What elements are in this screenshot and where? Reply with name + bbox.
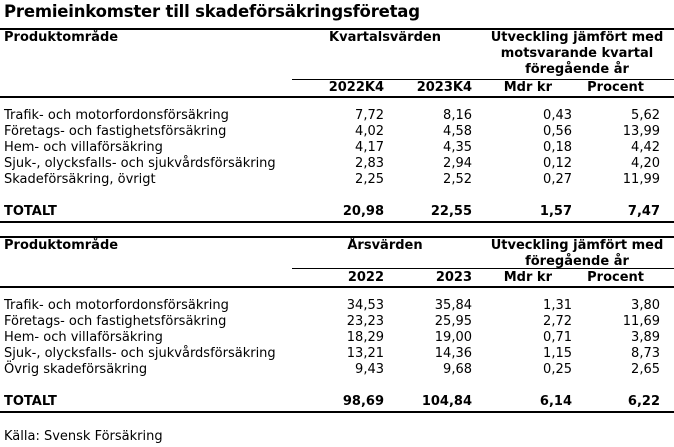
row-label: Skadeförsäkring, övrigt — [4, 172, 156, 187]
row-percent: 3,89 — [631, 330, 660, 345]
total-value-1: 20,98 — [342, 204, 384, 219]
subheader-year-1: 2022K4 — [328, 80, 384, 95]
subheader-rule — [292, 268, 674, 269]
row-value-2: 4,35 — [443, 140, 472, 155]
page-title: Premieinkomster till skadeförsäkringsför… — [4, 2, 420, 21]
row-mdr: 1,31 — [543, 298, 572, 313]
row-percent: 2,65 — [631, 362, 660, 377]
row-value-2: 8,16 — [443, 108, 472, 123]
row-percent: 4,20 — [631, 156, 660, 171]
row-mdr: 0,25 — [543, 362, 572, 377]
header-bottom-rule — [0, 286, 674, 288]
row-percent: 11,69 — [622, 314, 660, 329]
row-label: Trafik- och motorfordonsförsäkring — [4, 298, 229, 313]
row-value-1: 2,83 — [355, 156, 384, 171]
row-mdr: 2,72 — [543, 314, 572, 329]
subheader-year-1: 2022 — [347, 270, 384, 285]
row-value-1: 13,21 — [346, 346, 384, 361]
table-bottom-rule — [0, 411, 674, 413]
row-value-1: 34,53 — [346, 298, 384, 313]
row-percent: 4,42 — [631, 140, 660, 155]
row-label: Hem- och villaförsäkring — [4, 330, 163, 345]
row-label: Trafik- och motorfordonsförsäkring — [4, 108, 229, 123]
total-label: TOTALT — [4, 394, 57, 409]
total-value-2: 104,84 — [421, 394, 472, 409]
row-value-1: 4,02 — [355, 124, 384, 139]
subheader-year-2: 2023K4 — [416, 80, 472, 95]
total-mdr: 1,57 — [539, 204, 572, 219]
row-value-1: 9,43 — [355, 362, 384, 377]
row-label: Sjuk-, olycksfalls- och sjukvårdsförsäkr… — [4, 156, 276, 171]
row-label: Företags- och fastighetsförsäkring — [4, 314, 227, 329]
row-value-2: 2,52 — [443, 172, 472, 187]
column-header-product: Produktområde — [4, 30, 119, 45]
row-value-1: 7,72 — [355, 108, 384, 123]
subheader-mdr: Mdr kr — [503, 270, 552, 285]
total-value-2: 22,55 — [430, 204, 472, 219]
row-value-1: 2,25 — [355, 172, 384, 187]
group-header-change-line-1: Utveckling jämfört med — [490, 30, 664, 45]
table-top-rule — [0, 236, 674, 238]
row-value-1: 23,23 — [346, 314, 384, 329]
row-percent: 8,73 — [631, 346, 660, 361]
row-label: Företags- och fastighetsförsäkring — [4, 124, 227, 139]
row-value-2: 9,68 — [443, 362, 472, 377]
row-value-2: 4,58 — [443, 124, 472, 139]
total-value-1: 98,69 — [342, 394, 384, 409]
row-mdr: 0,43 — [543, 108, 572, 123]
row-mdr: 0,71 — [543, 330, 572, 345]
group-header-change-line-2: motsvarande kvartal — [500, 46, 654, 61]
row-percent: 13,99 — [622, 124, 660, 139]
row-mdr: 0,27 — [543, 172, 572, 187]
group-header-change-line-1: Utveckling jämfört med — [490, 238, 664, 253]
header-bottom-rule — [0, 96, 674, 98]
subheader-rule — [292, 79, 674, 80]
row-mdr: 0,56 — [543, 124, 572, 139]
subheader-year-2: 2023 — [435, 270, 472, 285]
total-label: TOTALT — [4, 204, 57, 219]
row-mdr: 1,15 — [543, 346, 572, 361]
group-header-change-line-2: föregående år — [525, 254, 629, 269]
group-header-change-line-3: föregående år — [525, 62, 629, 77]
row-label: Sjuk-, olycksfalls- och sjukvårdsförsäkr… — [4, 346, 276, 361]
table-bottom-rule — [0, 221, 674, 223]
subheader-percent: Procent — [587, 80, 644, 95]
row-percent: 3,80 — [631, 298, 660, 313]
subheader-percent: Procent — [587, 270, 644, 285]
row-percent: 11,99 — [622, 172, 660, 187]
group-header-values: Årsvärden — [347, 238, 423, 253]
row-value-2: 2,94 — [443, 156, 472, 171]
total-percent: 6,22 — [627, 394, 660, 409]
row-value-1: 4,17 — [355, 140, 384, 155]
row-mdr: 0,18 — [543, 140, 572, 155]
column-header-product: Produktområde — [4, 238, 119, 253]
row-value-1: 18,29 — [346, 330, 384, 345]
row-value-2: 14,36 — [434, 346, 472, 361]
source-note: Källa: Svensk Försäkring — [4, 429, 163, 444]
total-mdr: 6,14 — [539, 394, 572, 409]
row-mdr: 0,12 — [543, 156, 572, 171]
row-label: Hem- och villaförsäkring — [4, 140, 163, 155]
subheader-mdr: Mdr kr — [503, 80, 552, 95]
row-label: Övrig skadeförsäkring — [4, 362, 148, 377]
row-percent: 5,62 — [631, 108, 660, 123]
row-value-2: 25,95 — [434, 314, 472, 329]
row-value-2: 19,00 — [434, 330, 472, 345]
table-top-rule — [0, 28, 674, 30]
row-value-2: 35,84 — [434, 298, 472, 313]
total-percent: 7,47 — [627, 204, 660, 219]
group-header-values: Kvartalsvärden — [329, 30, 441, 45]
